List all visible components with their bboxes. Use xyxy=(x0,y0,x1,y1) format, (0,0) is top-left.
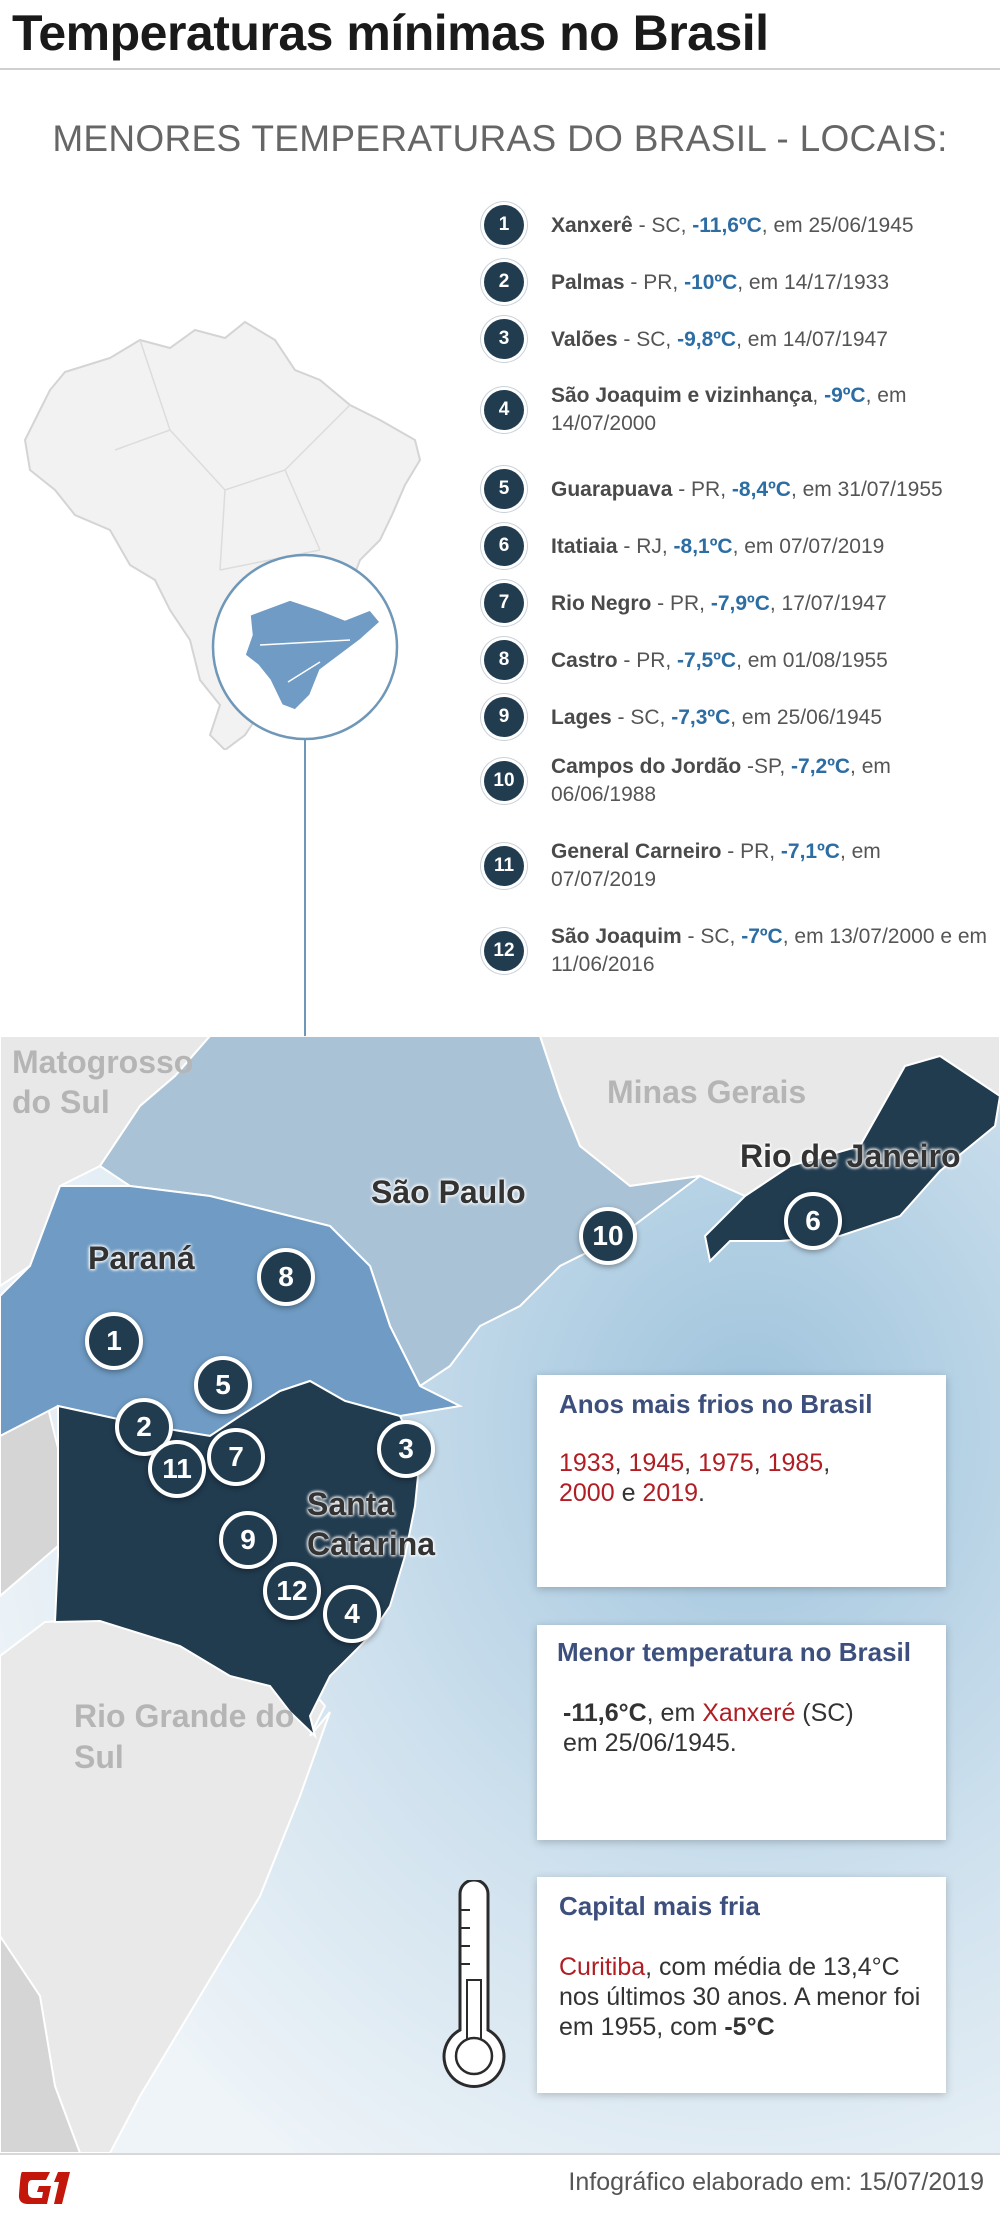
g1-logo xyxy=(18,2172,70,2204)
place-name: Rio Negro xyxy=(551,592,652,615)
section-subtitle: MENORES TEMPERATURAS DO BRASIL - LOCAIS: xyxy=(52,118,948,159)
map-pin-3: 3 xyxy=(377,1420,435,1478)
coldest-years-list: 1933, 1945, 1975, 1985, 2000 e 2019. xyxy=(559,1449,831,1507)
label-sao-paulo: São Paulo xyxy=(371,1174,526,1210)
label-mato-grosso-do-sul: Matogrosso do Sul xyxy=(12,1044,194,1120)
rank-badge: 9 xyxy=(484,697,524,737)
place-name: Palmas xyxy=(551,271,625,294)
map-pin-12: 12 xyxy=(263,1562,321,1620)
region-sao-paulo xyxy=(98,1036,701,1388)
brazil-minimap xyxy=(23,320,422,750)
map-pin-7: 7 xyxy=(207,1428,265,1486)
place-name: Itatiaia xyxy=(551,535,618,558)
temperature: -11,6ºC xyxy=(692,214,762,237)
temperature: -9ºC xyxy=(824,384,866,407)
page-title: Temperaturas mínimas no Brasil xyxy=(12,5,769,61)
rank-badge: 8 xyxy=(484,640,524,680)
temperature: -7,5ºC xyxy=(677,649,737,672)
label-parana: Paraná xyxy=(88,1240,195,1276)
map-pin-11: 11 xyxy=(148,1440,206,1498)
temperature: -7ºC xyxy=(741,925,783,948)
box-title: Capital mais fria xyxy=(559,1891,760,1921)
rank-badge: 12 xyxy=(484,931,524,971)
rank-badge: 3 xyxy=(484,319,524,359)
rank-badge: 5 xyxy=(484,469,524,509)
highlight-region xyxy=(244,599,382,711)
map-pin-8: 8 xyxy=(257,1248,315,1306)
label-rio-grande-do-sul: Rio Grande do Sul xyxy=(74,1698,295,1775)
temperature: -7,1ºC xyxy=(780,840,840,863)
temperature: -7,3ºC xyxy=(671,706,731,729)
region-map xyxy=(0,1036,1000,2153)
label-santa-catarina: Santa Catarina xyxy=(307,1486,436,1562)
place-name: São Joaquim e vizinhança xyxy=(551,384,813,407)
lowest-temperature-text: -11,6°C, em Xanxeré (SC) em 25/06/1945. xyxy=(563,1699,854,1757)
box-title: Anos mais frios no Brasil xyxy=(559,1389,873,1419)
lowest-temperature-box: Menor temperatura no Brasil -11,6°C, em … xyxy=(537,1625,946,1840)
map-pin-10: 10 xyxy=(579,1207,637,1265)
box-title: Menor temperatura no Brasil xyxy=(557,1637,911,1667)
coldest-years-box: Anos mais frios no Brasil 1933, 1945, 19… xyxy=(537,1375,946,1587)
temperature: -8,4ºC xyxy=(731,478,791,501)
thermometer-icon xyxy=(442,1880,506,2088)
credit-text: Infográfico elaborado em: 15/07/2019 xyxy=(568,2168,984,2196)
place-name: Guarapuava xyxy=(551,478,673,501)
place-name: São Joaquim xyxy=(551,925,682,948)
place-name: Lages xyxy=(551,706,612,729)
temperature: -10ºC xyxy=(684,271,738,294)
rank-badge: 10 xyxy=(484,761,524,801)
coldest-capital-box: Capital mais fria Curitiba, com média de… xyxy=(537,1877,946,2093)
place-name: Campos do Jordão xyxy=(551,755,742,778)
place-name: General Carneiro xyxy=(551,840,722,863)
label-minas-gerais: Minas Gerais xyxy=(607,1074,807,1110)
temperature: -7,2ºC xyxy=(791,755,851,778)
rank-badge: 1 xyxy=(484,205,524,245)
place-name: Valões xyxy=(551,328,618,351)
map-pin-6: 6 xyxy=(784,1192,842,1250)
coldest-capital-text: Curitiba, com média de 13,4°C nos último… xyxy=(559,1953,921,2041)
rank-badge: 4 xyxy=(484,390,524,430)
map-pin-5: 5 xyxy=(194,1356,252,1414)
map-pin-1: 1 xyxy=(85,1312,143,1370)
rank-badge: 11 xyxy=(484,846,524,886)
place-name: Castro xyxy=(551,649,618,672)
map-pin-9: 9 xyxy=(219,1511,277,1569)
map-pin-4: 4 xyxy=(323,1585,381,1643)
temperature: -7,9ºC xyxy=(710,592,770,615)
temperature: -9,8ºC xyxy=(677,328,737,351)
temperature: -8,1ºC xyxy=(673,535,733,558)
footer-divider xyxy=(0,2153,1000,2155)
map-connector-line xyxy=(304,738,306,1036)
rank-badge: 2 xyxy=(484,262,524,302)
place-name: Xanxerê xyxy=(551,214,633,237)
rank-badge: 6 xyxy=(484,526,524,566)
region-rio-de-janeiro xyxy=(703,1054,1000,1264)
label-rio-de-janeiro: Rio de Janeiro xyxy=(740,1138,961,1174)
title-divider xyxy=(0,68,1000,70)
rank-badge: 7 xyxy=(484,583,524,623)
